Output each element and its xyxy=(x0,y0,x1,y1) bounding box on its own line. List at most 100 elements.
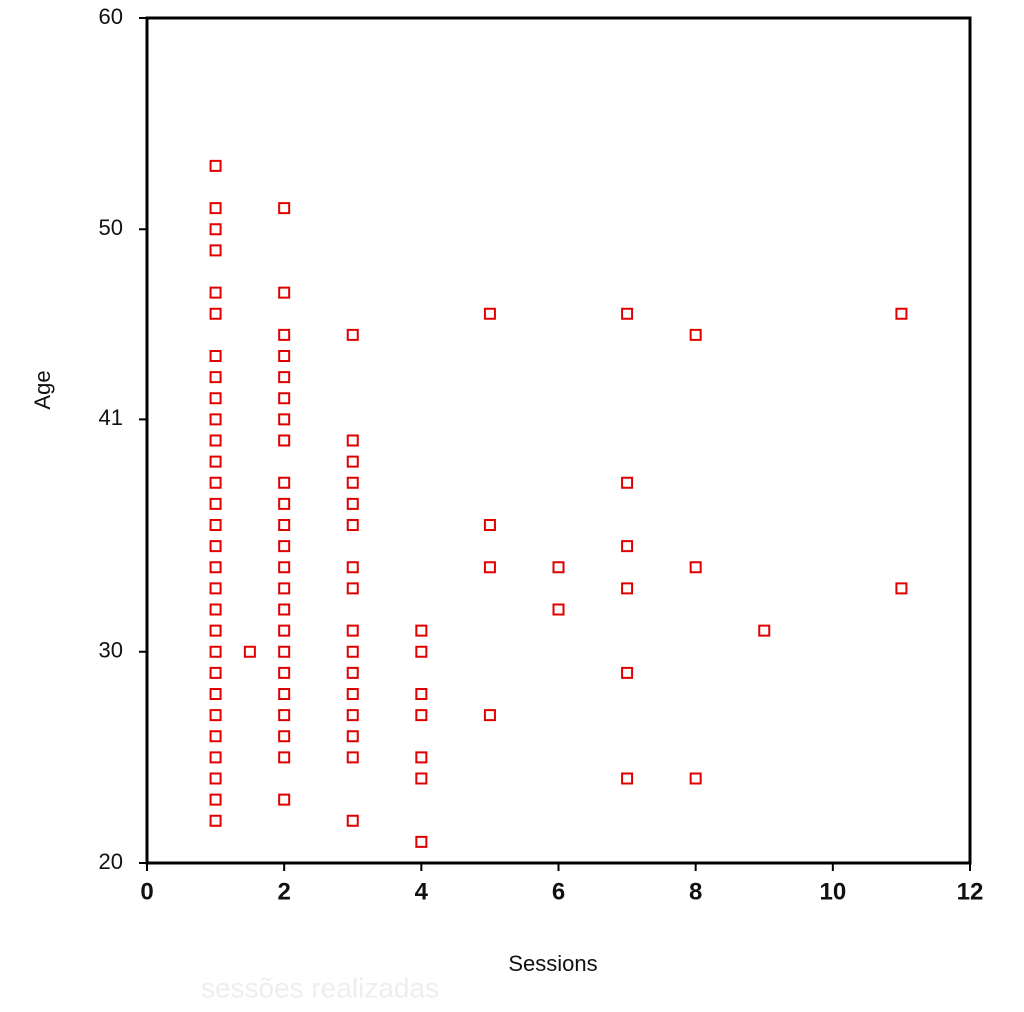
point xyxy=(346,688,359,700)
point xyxy=(621,666,634,679)
x-tick-label: 0 xyxy=(140,878,153,905)
point xyxy=(278,476,291,489)
point xyxy=(278,730,291,743)
point xyxy=(278,645,291,658)
point xyxy=(621,582,634,595)
point xyxy=(209,434,222,447)
point xyxy=(209,307,222,320)
point xyxy=(209,730,222,743)
point xyxy=(483,561,496,574)
point xyxy=(209,202,222,215)
y-tick-label: 60 xyxy=(99,4,123,29)
point xyxy=(346,751,359,764)
point xyxy=(346,434,359,447)
point xyxy=(346,814,359,827)
point xyxy=(415,645,428,658)
y-tick-label: 20 xyxy=(99,849,123,874)
point xyxy=(209,455,222,468)
point xyxy=(278,519,291,531)
plot-frame xyxy=(145,16,972,865)
point xyxy=(415,688,428,700)
x-tick-label: 12 xyxy=(957,878,984,905)
point xyxy=(483,307,496,320)
point xyxy=(209,603,222,616)
point xyxy=(209,688,222,700)
point xyxy=(346,328,359,341)
point xyxy=(209,244,222,257)
point xyxy=(209,751,222,764)
point xyxy=(278,286,291,299)
point xyxy=(758,624,771,637)
point xyxy=(278,434,291,447)
point xyxy=(209,159,222,172)
point xyxy=(278,624,291,637)
point xyxy=(621,540,634,553)
point xyxy=(346,730,359,743)
point xyxy=(209,624,222,637)
point xyxy=(415,835,428,848)
point xyxy=(621,476,634,489)
point xyxy=(278,413,291,426)
point xyxy=(209,582,222,595)
point xyxy=(346,476,359,489)
point xyxy=(415,772,428,785)
point xyxy=(552,561,565,574)
point xyxy=(689,772,702,785)
point xyxy=(346,709,359,722)
x-tick-label: 4 xyxy=(415,878,429,905)
point xyxy=(209,350,222,362)
point xyxy=(346,645,359,658)
background-text: sessões realizadas xyxy=(201,972,439,1003)
point xyxy=(278,582,291,595)
point xyxy=(209,645,222,658)
point xyxy=(621,772,634,785)
point xyxy=(278,350,291,362)
point xyxy=(278,709,291,722)
point xyxy=(278,371,291,384)
point xyxy=(278,561,291,574)
point xyxy=(209,497,222,510)
point xyxy=(209,371,222,384)
point xyxy=(415,751,428,764)
point xyxy=(278,328,291,341)
point xyxy=(415,709,428,722)
point xyxy=(278,540,291,553)
point xyxy=(209,476,222,489)
point xyxy=(209,392,222,405)
point xyxy=(346,519,359,531)
point xyxy=(209,666,222,679)
point xyxy=(278,688,291,700)
point xyxy=(346,561,359,574)
x-axis-label: Sessions xyxy=(508,951,597,976)
point xyxy=(552,603,565,616)
point xyxy=(278,392,291,405)
point xyxy=(209,814,222,827)
point xyxy=(278,497,291,510)
point xyxy=(689,328,702,341)
point xyxy=(483,709,496,722)
point xyxy=(209,561,222,574)
y-tick-label: 30 xyxy=(99,638,123,663)
point xyxy=(346,582,359,595)
point xyxy=(243,645,256,658)
point xyxy=(209,413,222,426)
point xyxy=(278,793,291,806)
y-axis-label: Age xyxy=(30,370,55,409)
point xyxy=(346,666,359,679)
point xyxy=(278,202,291,215)
point xyxy=(209,772,222,785)
point xyxy=(346,497,359,510)
y-tick-label: 50 xyxy=(99,215,123,240)
point xyxy=(415,624,428,637)
point xyxy=(209,286,222,299)
point xyxy=(209,540,222,553)
point xyxy=(621,307,634,320)
x-tick-label: 6 xyxy=(552,878,565,905)
x-tick-label: 8 xyxy=(689,878,702,905)
point xyxy=(209,519,222,531)
point xyxy=(689,561,702,574)
point xyxy=(209,709,222,722)
point xyxy=(278,751,291,764)
